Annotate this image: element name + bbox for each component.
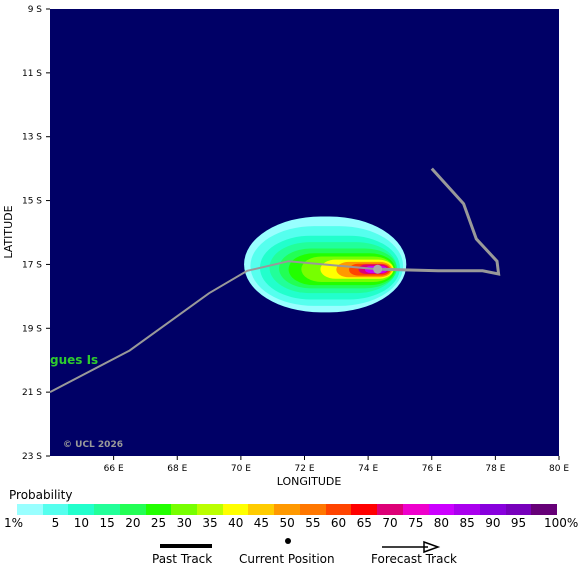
legend-swatch bbox=[68, 504, 95, 515]
lon-tick-label: 70 E bbox=[231, 464, 251, 474]
forecast-track-line bbox=[377, 167, 501, 276]
past-track-key-label: Past Track bbox=[152, 552, 213, 566]
legend-label: 80 bbox=[433, 516, 450, 530]
lon-tick-label: 80 E bbox=[549, 464, 569, 474]
legend-swatch bbox=[248, 504, 275, 515]
legend-swatch bbox=[299, 504, 326, 515]
legend-swatch bbox=[222, 504, 249, 515]
legend-label: 60 bbox=[330, 516, 347, 530]
legend-color-bar bbox=[17, 504, 558, 515]
lat-tick-label: 19 S bbox=[22, 324, 42, 334]
legend-swatch bbox=[377, 504, 403, 515]
legend-label: 50 bbox=[279, 516, 295, 530]
lat-tick-label: 13 S bbox=[22, 133, 42, 143]
current-position-marker bbox=[373, 264, 383, 274]
legend-swatch bbox=[171, 504, 198, 515]
legend-swatch bbox=[531, 504, 558, 515]
legend-label: 40 bbox=[228, 516, 244, 530]
x-axis-title: LONGITUDE bbox=[277, 475, 342, 488]
legend-label: 70 bbox=[382, 516, 398, 530]
lon-tick-label: 74 E bbox=[358, 464, 378, 474]
legend-title: Probability bbox=[9, 488, 73, 502]
legend-swatch bbox=[274, 504, 300, 515]
legend-swatch bbox=[94, 504, 120, 515]
past-track-line bbox=[49, 260, 378, 393]
legend-label: 10 bbox=[73, 516, 90, 530]
lon-tick-label: 76 E bbox=[422, 464, 442, 474]
y-axis-title: LATITUDE bbox=[2, 205, 15, 258]
legend-label: 85 bbox=[459, 516, 475, 530]
legend-label: 25 bbox=[150, 516, 167, 530]
legend-swatch bbox=[454, 504, 480, 515]
current-position-key-label: Current Position bbox=[239, 552, 335, 566]
legend-label: 90 bbox=[485, 516, 501, 530]
forecast-track-key-arrow bbox=[382, 540, 441, 554]
legend-swatch bbox=[145, 504, 172, 515]
copyright-label: © UCL 2026 bbox=[63, 440, 123, 450]
axis-ticks: 66 E 68 E 70 E 72 E 74 E 76 E 78 E 80 E 9 S 11 S 1… bbox=[22, 5, 569, 474]
legend-swatch bbox=[17, 504, 43, 515]
legend-label: 75 bbox=[408, 516, 424, 530]
legend-label: 30 bbox=[176, 516, 192, 530]
legend-label: 1% bbox=[4, 516, 24, 530]
lat-tick-label: 15 S bbox=[22, 197, 42, 207]
storm-tracks bbox=[49, 167, 501, 393]
legend-labels: 1% 5 10 15 20 25 30 35 40 45 50 55 60 65 70 75 80 85 90 95 1… bbox=[0, 516, 580, 530]
legend-swatch bbox=[402, 504, 429, 515]
legend-label: 20 bbox=[125, 516, 141, 530]
current-position-key-dot bbox=[285, 538, 291, 544]
legend-label: 95 bbox=[510, 516, 527, 530]
past-track-key-line bbox=[160, 544, 212, 548]
lat-tick-label: 17 S bbox=[22, 260, 42, 270]
legend-swatch bbox=[351, 504, 378, 515]
lat-tick-label: 21 S bbox=[22, 388, 42, 398]
place-label: gues Is bbox=[50, 353, 98, 367]
legend-swatch bbox=[428, 504, 455, 515]
legend-swatch bbox=[505, 504, 532, 515]
lat-tick-label: 11 S bbox=[22, 69, 42, 79]
legend-swatch bbox=[479, 504, 506, 515]
lon-tick-label: 66 E bbox=[104, 464, 124, 474]
lon-tick-label: 72 E bbox=[295, 464, 315, 474]
legend-label: 100% bbox=[544, 516, 579, 530]
legend-swatch bbox=[197, 504, 223, 515]
lon-tick-label: 78 E bbox=[485, 464, 505, 474]
legend-label: 35 bbox=[202, 516, 218, 530]
legend-swatch bbox=[119, 504, 146, 515]
legend-label: 45 bbox=[253, 516, 270, 530]
legend-swatch bbox=[42, 504, 69, 515]
lat-tick-label: 23 S bbox=[22, 452, 42, 462]
legend-label: 15 bbox=[99, 516, 115, 530]
lon-tick-label: 68 E bbox=[167, 464, 187, 474]
forecast-track-key-label: Forecast Track bbox=[371, 552, 457, 566]
legend-label: 65 bbox=[356, 516, 372, 530]
legend-label: 55 bbox=[305, 516, 321, 530]
legend-label: 5 bbox=[51, 516, 60, 530]
lat-tick-label: 9 S bbox=[28, 5, 43, 15]
legend-swatch bbox=[325, 504, 352, 515]
